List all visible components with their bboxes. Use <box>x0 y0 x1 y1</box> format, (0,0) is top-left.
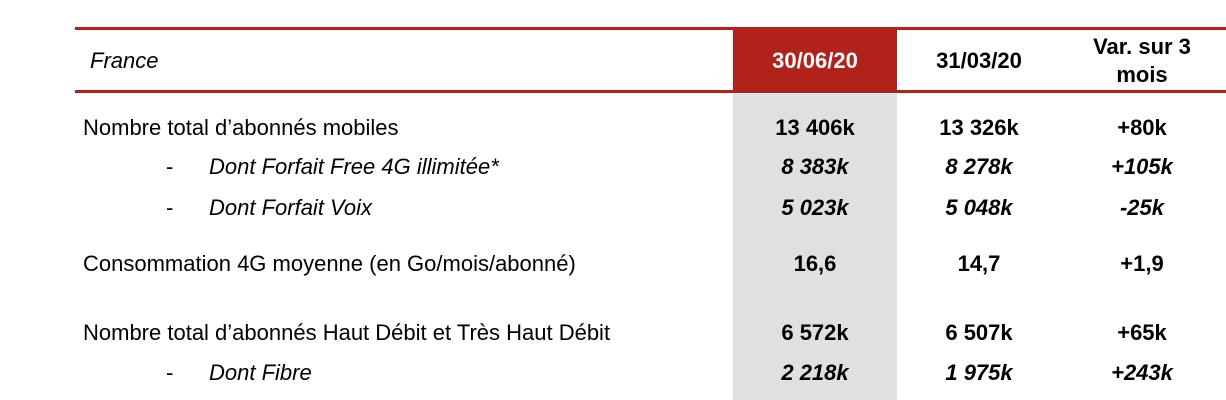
highlight-header-bg <box>733 30 897 91</box>
row-label: Nombre total d’abonnés Haut Débit et Trè… <box>83 320 611 345</box>
row-value-30-06-20: 5 023k <box>781 195 849 220</box>
row-label: Dont Forfait Free 4G illimitée* <box>209 154 499 179</box>
row-label: Nombre total d’abonnés mobiles <box>83 115 399 140</box>
row-dash: - <box>166 154 174 179</box>
header-rule <box>75 90 1226 93</box>
row-dash: - <box>166 360 174 385</box>
row-value-31-03-20: 13 326k <box>939 115 1019 140</box>
row-label: Dont Forfait Voix <box>209 195 373 220</box>
row-value-variation: +80k <box>1117 115 1167 140</box>
row-value-variation: +105k <box>1111 154 1173 179</box>
row-value-31-03-20: 14,7 <box>957 251 1001 276</box>
row-value-30-06-20: 2 218k <box>781 360 849 385</box>
row-value-31-03-20: 5 048k <box>945 195 1013 220</box>
header-col-var-line1: Var. sur 3 <box>1093 34 1191 59</box>
header-country: France <box>90 48 159 73</box>
row-value-31-03-20: 8 278k <box>945 154 1013 179</box>
top-rule <box>75 27 1226 30</box>
row-value-variation: -25k <box>1119 195 1165 220</box>
row-value-30-06-20: 16,6 <box>793 251 837 276</box>
row-label: Consommation 4G moyenne (en Go/mois/abon… <box>83 251 576 276</box>
row-label: Dont Fibre <box>209 360 312 385</box>
header-col-30-06-20: 30/06/20 <box>772 48 858 73</box>
header-col-var-line2: mois <box>1116 62 1168 87</box>
row-value-variation: +65k <box>1117 320 1167 345</box>
highlight-column-bg <box>733 94 897 400</box>
row-value-31-03-20: 1 975k <box>945 360 1013 385</box>
row-value-30-06-20: 13 406k <box>775 115 855 140</box>
row-value-31-03-20: 6 507k <box>945 320 1013 345</box>
row-value-30-06-20: 6 572k <box>781 320 849 345</box>
header-col-31-03-20: 31/03/20 <box>936 48 1022 73</box>
row-value-variation: +243k <box>1111 360 1173 385</box>
row-value-variation: +1,9 <box>1120 251 1164 276</box>
row-dash: - <box>166 195 174 220</box>
row-value-30-06-20: 8 383k <box>781 154 849 179</box>
